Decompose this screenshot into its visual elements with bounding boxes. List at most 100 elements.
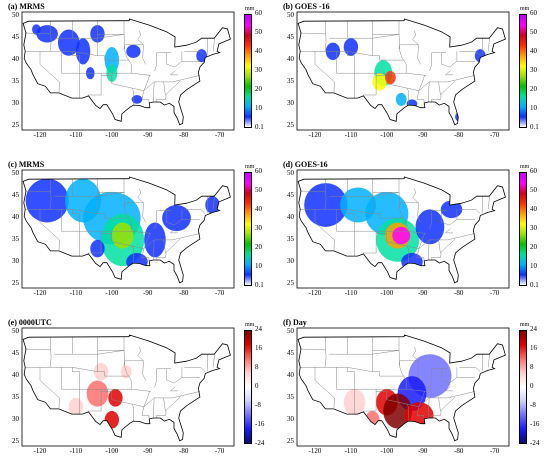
colorbar-tick-label: 24 [255, 325, 262, 333]
colorbar-tick-label: -16 [255, 420, 265, 428]
lon-tick-label: -70 [489, 289, 500, 297]
state-border [152, 239, 155, 261]
state-border [154, 210, 157, 230]
state-border [459, 367, 481, 372]
lon-tick-label: -80 [179, 131, 189, 139]
state-border [88, 231, 102, 254]
lat-tick-label: 35 [12, 234, 19, 243]
precip-cell [415, 209, 445, 245]
state-border [101, 233, 134, 264]
lon-tick-label: -120 [308, 131, 322, 139]
state-border [165, 80, 181, 100]
lon-tick-label: -80 [454, 289, 464, 297]
lon-tick-label: -110 [69, 447, 83, 455]
state-border [88, 389, 102, 412]
lon-tick-label: -120 [308, 289, 322, 297]
colorbar-tick-label: 60 [530, 9, 537, 17]
colorbar-tick-label: 16 [530, 344, 537, 352]
state-border [363, 73, 377, 96]
state-border [163, 397, 166, 412]
state-border [206, 196, 209, 214]
state-border [169, 70, 178, 76]
lat-tick-label: 30 [12, 256, 19, 265]
state-border [406, 391, 475, 407]
state-border [438, 397, 441, 412]
lat-tick-label: 45 [287, 33, 294, 42]
precip-cell [90, 239, 105, 258]
map-f [296, 327, 510, 447]
state-border [481, 354, 484, 372]
lon-tick-label: -100 [380, 131, 394, 139]
precip-cell [32, 24, 41, 35]
lat-tick-label: 25 [287, 278, 294, 287]
colorbar-unit: mm [245, 164, 255, 170]
state-border [314, 51, 335, 93]
state-border [299, 190, 326, 193]
lat-tick-label: 40 [12, 213, 19, 222]
state-border [363, 231, 377, 254]
colorbar-tick-label: 0 [255, 382, 259, 390]
precip-cell [68, 397, 84, 416]
state-border [61, 367, 152, 392]
colorbar-tick-label: -8 [530, 401, 536, 409]
state-border [438, 81, 441, 96]
lat-tick-label: 50 [12, 11, 19, 20]
panel-f: (f) Day 50 45 40 35 30 25 -120 -110 -100 -90 -80 -7… [275, 316, 550, 474]
state-border [137, 346, 146, 381]
state-border [156, 415, 166, 419]
state-border [212, 196, 215, 210]
state-border [49, 178, 52, 210]
map-b [296, 11, 510, 131]
state-border [314, 209, 335, 251]
state-border [429, 210, 432, 230]
state-border [398, 360, 419, 390]
precip-cell [383, 393, 412, 429]
colorbar [519, 330, 527, 444]
state-border [154, 52, 157, 72]
colorbar-tick-label: 0.1 [255, 281, 264, 289]
colorbar [519, 172, 527, 286]
colorbar-tick-label: 0 [530, 382, 534, 390]
colorbar-tick-label: 10 [255, 104, 262, 112]
lon-tick-label: -90 [418, 131, 428, 139]
lat-tick-label: 45 [287, 191, 294, 200]
country-outline [297, 18, 506, 126]
state-border [184, 51, 206, 56]
colorbar-tick-label: 8 [530, 363, 534, 371]
state-border [165, 396, 181, 416]
state-border [24, 51, 129, 61]
lat-tick-label: 35 [12, 392, 19, 401]
state-border [398, 202, 419, 232]
state-border [72, 367, 80, 415]
state-border [441, 377, 458, 384]
state-border [39, 209, 60, 251]
state-border [24, 190, 51, 193]
state-border [429, 368, 432, 388]
colorbar-tick-label: 20 [530, 85, 537, 93]
colorbar-tick-label: 24 [530, 325, 537, 333]
panel-title: (a) MRMS [8, 2, 45, 11]
panel-title: (b) GOES -16 [283, 2, 330, 11]
colorbar-tick-label: 0.1 [530, 281, 539, 289]
state-border [131, 233, 200, 249]
state-border [376, 75, 409, 106]
lon-tick-label: -110 [69, 289, 83, 297]
state-border [440, 80, 456, 100]
state-border [154, 368, 157, 388]
state-border [459, 51, 481, 56]
colorbar-tick-label: 50 [530, 28, 537, 36]
lon-tick-label: -100 [105, 131, 119, 139]
state-border [24, 348, 51, 351]
state-border [61, 51, 152, 76]
lon-tick-label: -110 [344, 447, 358, 455]
state-border [299, 51, 404, 61]
colorbar-tick-label: 40 [530, 47, 537, 55]
state-border [49, 20, 52, 52]
state-border [444, 386, 453, 392]
state-border [39, 51, 60, 93]
lon-tick-label: -120 [33, 131, 47, 139]
precip-cell [75, 38, 91, 65]
colorbar [244, 172, 252, 286]
state-border [329, 178, 348, 197]
colorbar-unit: mm [245, 6, 255, 12]
